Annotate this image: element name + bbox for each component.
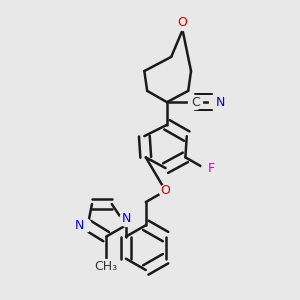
Text: N: N [216,96,225,109]
Text: O: O [160,184,170,197]
Text: N: N [121,212,130,225]
Text: F: F [208,162,215,175]
Text: CH₃: CH₃ [94,260,118,273]
Text: O: O [178,16,188,29]
Text: C: C [191,96,200,109]
Text: N: N [75,219,84,232]
